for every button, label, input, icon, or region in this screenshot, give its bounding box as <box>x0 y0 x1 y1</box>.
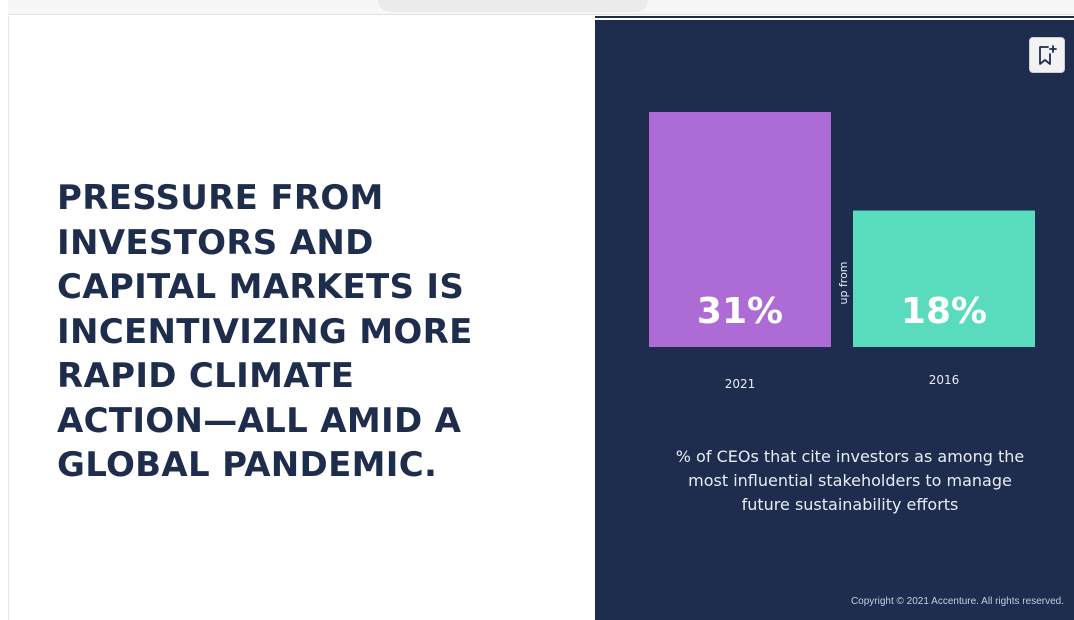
value-label-2016: 18% <box>901 291 987 332</box>
copyright-text: Copyright © 2021 Accenture. All rights r… <box>850 596 1064 607</box>
bar-2016 <box>853 210 1035 347</box>
left-panel: PRESSURE FROM INVESTORS AND CAPITAL MARK… <box>9 16 595 620</box>
chart-panel: 31% 2021 18% 2016 up from % of CEOs that cit… <box>595 20 1074 620</box>
value-label-2021: 31% <box>697 291 783 332</box>
chart-caption: % of CEOs that cite investors as among t… <box>675 447 1025 514</box>
top-tab-shape <box>378 0 648 12</box>
bar-chart: 31% 2021 18% 2016 up from <box>649 112 1035 391</box>
up-from-annotation: up from <box>837 261 850 304</box>
category-label-2021: 2021 <box>725 377 756 391</box>
panel-top-rule <box>595 16 1074 18</box>
browser-top-bar <box>8 0 1074 15</box>
slide: PRESSURE FROM INVESTORS AND CAPITAL MARK… <box>8 16 1074 620</box>
bookmark-button[interactable] <box>1029 37 1065 73</box>
bar-2021 <box>649 112 831 347</box>
category-label-2016: 2016 <box>929 373 960 387</box>
bookmark-add-icon <box>1039 45 1057 65</box>
headline: PRESSURE FROM INVESTORS AND CAPITAL MARK… <box>57 178 473 485</box>
